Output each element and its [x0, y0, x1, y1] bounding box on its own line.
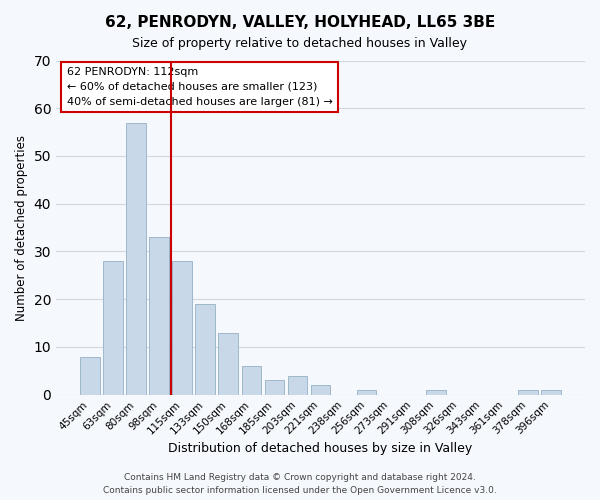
Bar — [518, 390, 538, 394]
Bar — [311, 385, 331, 394]
X-axis label: Distribution of detached houses by size in Valley: Distribution of detached houses by size … — [169, 442, 473, 455]
Text: 62, PENRODYN, VALLEY, HOLYHEAD, LL65 3BE: 62, PENRODYN, VALLEY, HOLYHEAD, LL65 3BE — [105, 15, 495, 30]
Bar — [287, 376, 307, 394]
Bar — [196, 304, 215, 394]
Text: 62 PENRODYN: 112sqm
← 60% of detached houses are smaller (123)
40% of semi-detac: 62 PENRODYN: 112sqm ← 60% of detached ho… — [67, 67, 332, 107]
Y-axis label: Number of detached properties: Number of detached properties — [15, 134, 28, 320]
Bar — [357, 390, 376, 394]
Bar — [541, 390, 561, 394]
Bar — [80, 356, 100, 395]
Bar — [126, 122, 146, 394]
Text: Contains HM Land Registry data © Crown copyright and database right 2024.
Contai: Contains HM Land Registry data © Crown c… — [103, 474, 497, 495]
Bar — [242, 366, 261, 394]
Bar — [149, 237, 169, 394]
Text: Size of property relative to detached houses in Valley: Size of property relative to detached ho… — [133, 38, 467, 51]
Bar — [103, 261, 123, 394]
Bar — [218, 332, 238, 394]
Bar — [426, 390, 446, 394]
Bar — [172, 261, 192, 394]
Bar — [265, 380, 284, 394]
